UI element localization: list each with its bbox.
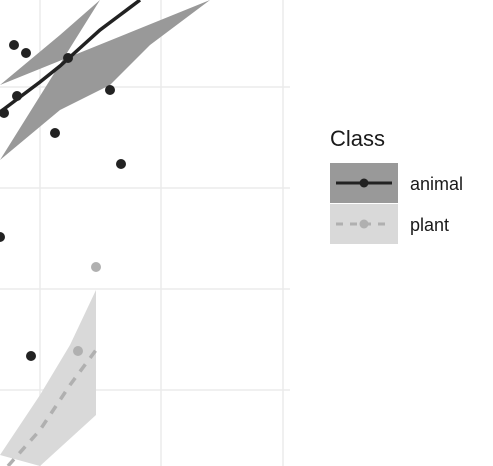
point-animal-3 <box>12 91 22 101</box>
fit-line-plant <box>6 348 98 466</box>
point-plant-1 <box>73 346 83 356</box>
point-animal-6 <box>50 128 60 138</box>
point-animal-8 <box>0 232 5 242</box>
point-animal-5 <box>105 85 115 95</box>
data-points <box>0 40 126 361</box>
legend-key-animal <box>330 163 398 203</box>
point-plant-0 <box>91 262 101 272</box>
ribbon-animal <box>0 0 210 160</box>
point-animal-4 <box>0 108 9 118</box>
legend-title: Class <box>330 126 385 151</box>
legend: Class animal plant <box>330 126 463 244</box>
point-animal-2 <box>63 53 73 63</box>
point-animal-9 <box>26 351 36 361</box>
legend-key-plant <box>330 204 398 244</box>
confidence-ribbons <box>0 0 210 466</box>
ribbon-plant <box>0 290 96 466</box>
point-animal-0 <box>9 40 19 50</box>
legend-label-animal: animal <box>410 174 463 194</box>
point-animal-1 <box>21 48 31 58</box>
point-animal-7 <box>116 159 126 169</box>
legend-label-plant: plant <box>410 215 449 235</box>
